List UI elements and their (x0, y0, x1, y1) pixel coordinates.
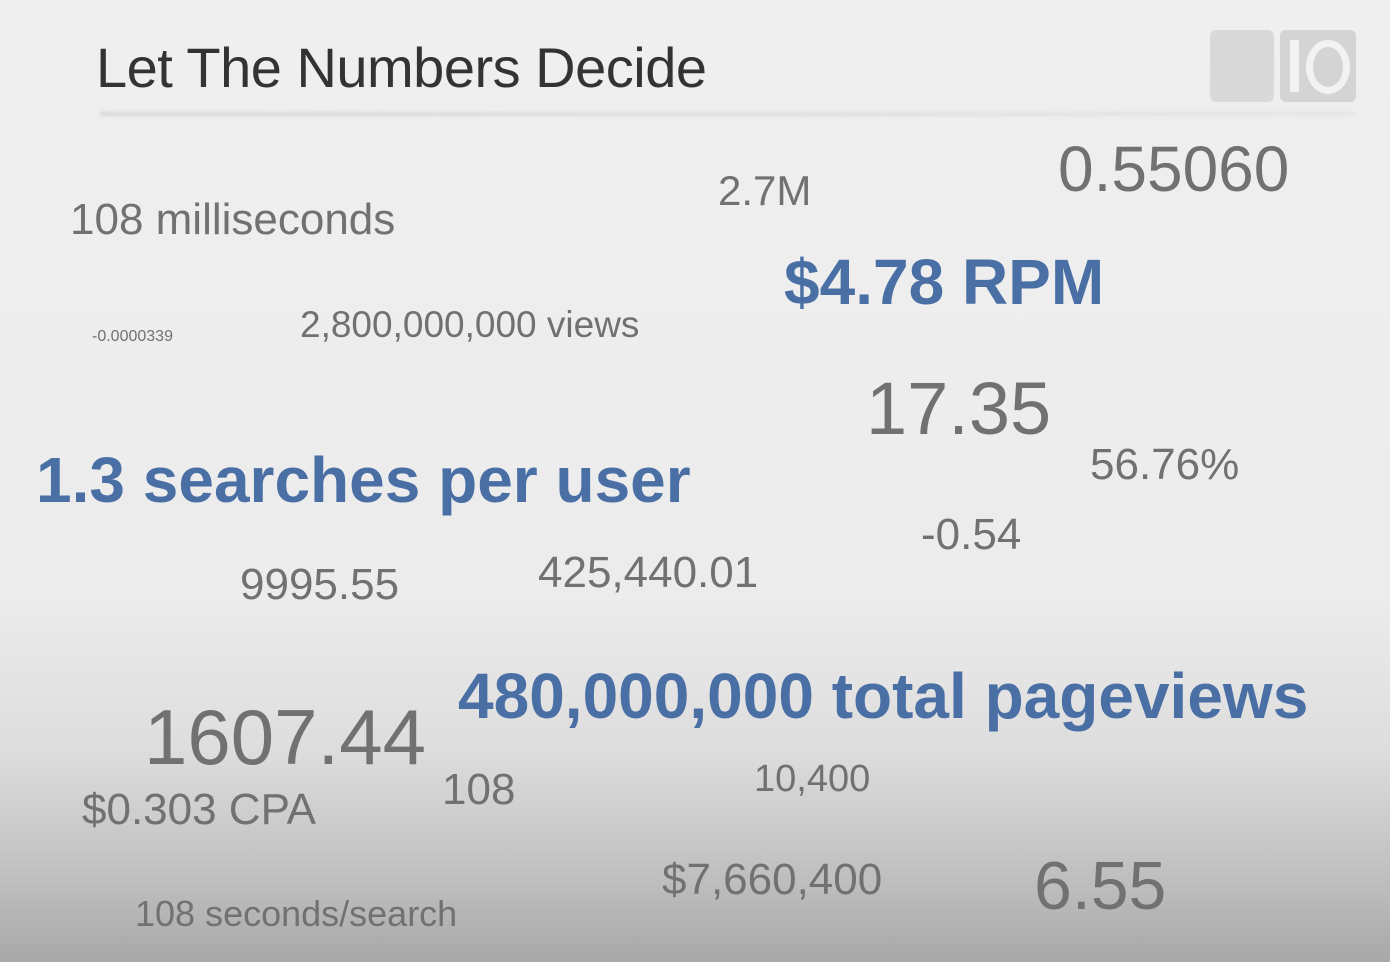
stat-17-35: 17.35 (866, 367, 1052, 450)
title-divider (100, 112, 1355, 116)
stat-percent: 56.76% (1090, 440, 1240, 489)
stat-milliseconds: 108 milliseconds (70, 195, 396, 244)
stat-425440: 425,440.01 (538, 548, 759, 597)
stat-cpa: $0.303 CPA (82, 785, 317, 834)
io-i-glyph (1290, 40, 1299, 92)
stat-10400: 10,400 (754, 758, 871, 800)
stat-ratio: 0.55060 (1058, 133, 1290, 205)
stat-1607-44: 1607.44 (144, 693, 426, 781)
stat-9995-55: 9995.55 (240, 560, 400, 609)
stat-pageviews: 480,000,000 total pageviews (458, 660, 1309, 732)
stat-dollars: $7,660,400 (662, 855, 883, 904)
stat-searches-per-user: 1.3 searches per user (36, 444, 691, 516)
stat-views: 2,800,000,000 views (300, 304, 640, 345)
stat-6-55: 6.55 (1034, 848, 1167, 924)
stat-seconds-per-search: 108 seconds/search (135, 893, 458, 934)
stat-rpm: $4.78 RPM (784, 246, 1105, 318)
slide-title: Let The Numbers Decide (96, 36, 707, 99)
io-o-glyph (1306, 40, 1350, 94)
stat-tiny-value: -0.0000339 (92, 328, 173, 345)
stat-2-7m: 2.7M (718, 167, 812, 214)
stat-negative: -0.54 (921, 510, 1022, 559)
logo-square (1210, 30, 1274, 102)
stat-108: 108 (442, 765, 516, 814)
io-icon (1280, 30, 1356, 102)
google-io-logo (1210, 30, 1356, 106)
